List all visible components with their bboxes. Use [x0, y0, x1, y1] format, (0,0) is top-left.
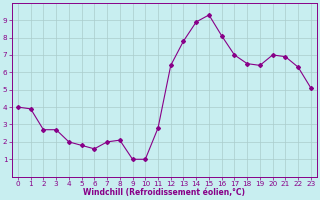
X-axis label: Windchill (Refroidissement éolien,°C): Windchill (Refroidissement éolien,°C) [84, 188, 245, 197]
